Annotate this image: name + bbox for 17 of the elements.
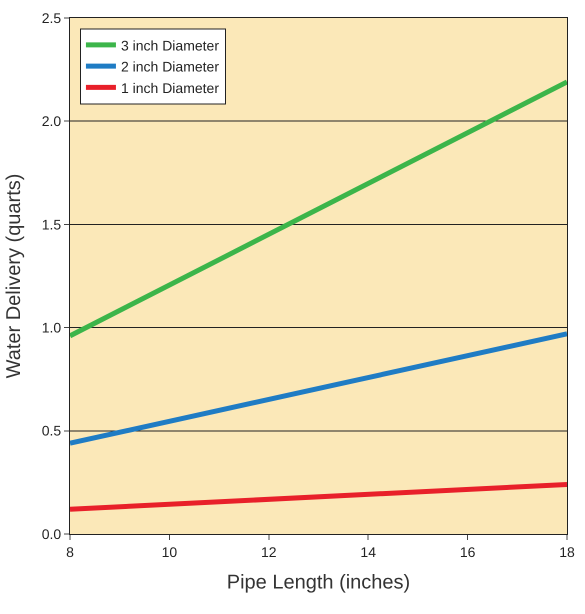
y-axis-title: Water Delivery (quarts)	[3, 174, 26, 378]
legend-label: 2 inch Diameter	[120, 58, 220, 75]
x-tick-label: 12	[261, 544, 277, 560]
y-tick-label: 1.0	[42, 320, 62, 336]
y-tick-label: 0.0	[42, 526, 62, 542]
y-tick-label: 2.0	[42, 113, 62, 130]
x-tick-label: 10	[162, 544, 178, 560]
x-tick-label: 16	[460, 544, 476, 560]
x-tick-label: 18	[559, 544, 575, 560]
x-tick-label: 8	[66, 544, 74, 560]
y-tick-label: 2.5	[42, 10, 62, 26]
y-tick-label: 1.5	[42, 216, 62, 232]
y-tick-label: 0.5	[42, 422, 62, 439]
x-tick-label: 14	[360, 544, 376, 560]
legend-label: 3 inch Diameter	[120, 37, 220, 54]
x-axis-title: Pipe Length (inches)	[226, 571, 410, 594]
legend-label: 1 inch Diameter	[120, 80, 220, 96]
